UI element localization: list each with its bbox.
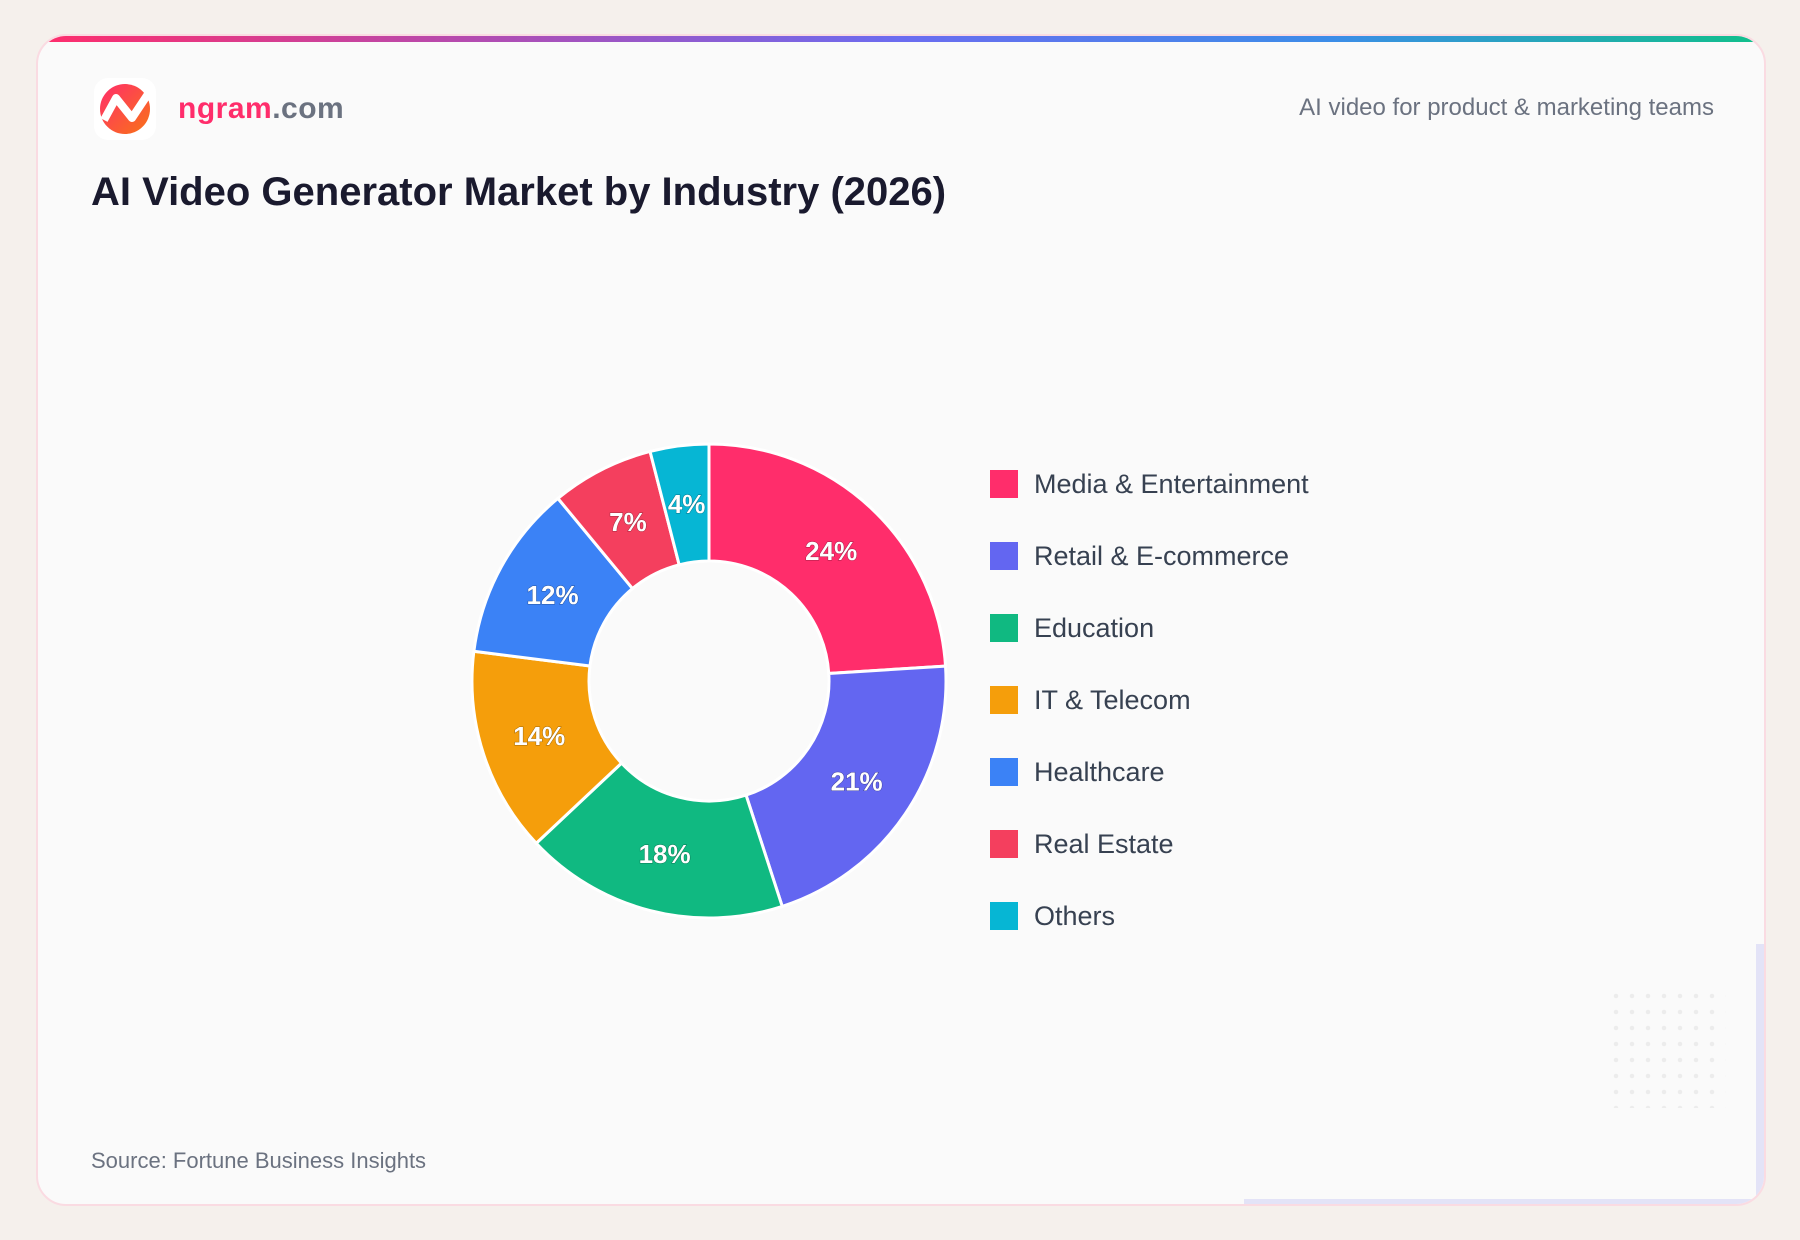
slice-label: 24%: [805, 536, 857, 566]
donut-slice-retail-e-commerce: [744, 664, 948, 909]
chart-title: AI Video Generator Market by Industry (2…: [91, 170, 947, 214]
legend-label: Others: [1034, 900, 1116, 931]
donut-slice-others: [648, 442, 711, 567]
brand-name: ngram.com: [178, 92, 344, 126]
legend-swatch: [990, 542, 1018, 570]
legend-item: IT & Telecom: [990, 664, 1309, 736]
slice-label: 12%: [527, 580, 579, 610]
legend-item: Real Estate: [990, 808, 1309, 880]
legend-swatch: [990, 758, 1018, 786]
tagline: AI video for product & marketing teams: [1299, 94, 1714, 121]
legend-item: Healthcare: [990, 736, 1309, 808]
corner-accent-bottom: [1244, 1199, 1764, 1204]
legend-label: Retail & E-commerce: [1034, 540, 1290, 571]
slice-label: 4%: [668, 489, 706, 519]
legend-label: Healthcare: [1034, 756, 1165, 787]
legend-swatch: [990, 614, 1018, 642]
legend-item: Others: [990, 880, 1309, 952]
legend-item: Media & Entertainment: [990, 448, 1309, 520]
ngram-logo-icon: [94, 78, 156, 140]
donut-slice-media-entertainment: [707, 442, 948, 676]
chart-card: ngram.com AI video for product & marketi…: [36, 34, 1766, 1206]
corner-accent: [1756, 944, 1764, 1204]
legend-label: IT & Telecom: [1034, 684, 1191, 715]
legend: Media & Entertainment Retail & E-commerce…: [990, 448, 1309, 952]
legend-swatch: [990, 686, 1018, 714]
legend-swatch: [990, 902, 1018, 930]
legend-item: Retail & E-commerce: [990, 520, 1309, 592]
legend-item: Education: [990, 592, 1309, 664]
donut-slice-education: [534, 761, 785, 920]
slice-label: 18%: [639, 839, 691, 869]
slice-label: 21%: [831, 766, 883, 796]
brand-main: ngram: [178, 92, 273, 125]
slice-label: 7%: [609, 507, 647, 537]
legend-label: Media & Entertainment: [1034, 468, 1309, 499]
legend-swatch: [990, 470, 1018, 498]
gradient-accent-bar: [38, 36, 1764, 42]
donut-chart: 24% 21% 18% 14% 12% 7% 4%: [470, 442, 948, 920]
donut-slice-it-telecom: [470, 649, 624, 846]
brand-tld: .com: [272, 92, 345, 125]
dot-pattern-decoration: [1608, 988, 1726, 1108]
source-note: Source: Fortune Business Insights: [91, 1148, 427, 1173]
legend-label: Real Estate: [1034, 828, 1174, 859]
legend-swatch: [990, 830, 1018, 858]
legend-label: Education: [1034, 612, 1155, 643]
slice-label: 14%: [513, 721, 565, 751]
